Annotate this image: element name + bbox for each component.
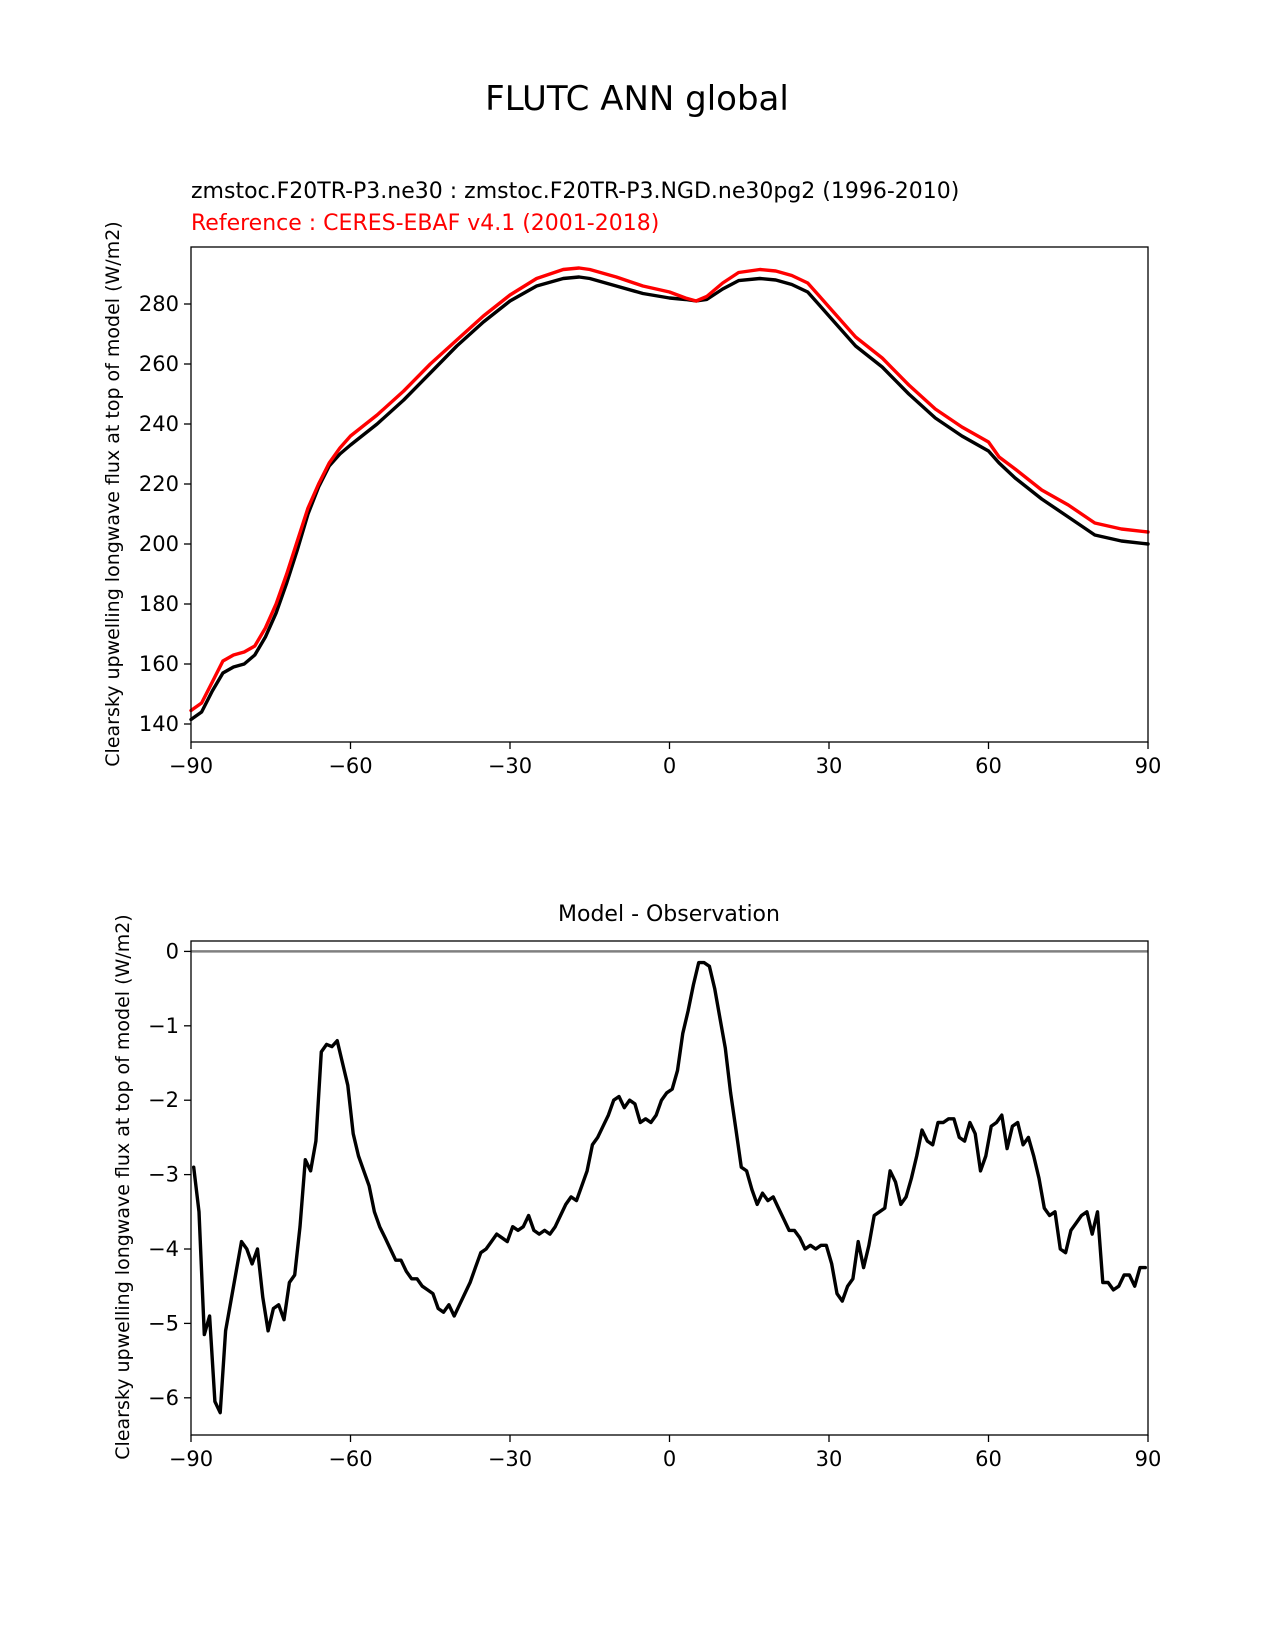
top-x-tick-label: −90 <box>169 754 213 778</box>
top-y-tick-label: 160 <box>139 652 179 676</box>
bottom-y-tick-label: −1 <box>148 1014 179 1038</box>
top-subtitle-test: zmstoc.F20TR-P3.ne30 : zmstoc.F20TR-P3.N… <box>191 179 959 204</box>
top-subtitle-reference: Reference : CERES-EBAF v4.1 (2001-2018) <box>191 211 659 236</box>
top-y-tick-label: 260 <box>139 352 179 376</box>
top-y-tick-label: 180 <box>139 592 179 616</box>
bottom-x-tick-label: 60 <box>975 1447 1002 1471</box>
bottom-x-tick-label: 0 <box>663 1447 676 1471</box>
top-x-tick-label: 0 <box>663 754 676 778</box>
bottom-plot-area: −90 −60 −30 0 30 60 90 0 −1 −2 −3 −4 −5 −6 <box>148 939 1161 1471</box>
bottom-y-tick-label: −4 <box>148 1237 179 1261</box>
top-y-axis-label: Clearsky upwelling longwave flux at top … <box>102 221 124 766</box>
top-x-tick-label: −60 <box>328 754 372 778</box>
top-y-tick-label: 220 <box>139 472 179 496</box>
top-x-tick-label: 30 <box>816 754 843 778</box>
bottom-series-difference <box>191 960 1148 1415</box>
bottom-axes-frame <box>190 940 1149 1436</box>
bottom-x-tick-label: 30 <box>816 1447 843 1471</box>
bottom-y-tick-label: −6 <box>148 1386 179 1410</box>
top-series-test <box>189 275 1150 722</box>
bottom-y-tick-label: 0 <box>166 939 179 963</box>
figure-title: FLUTC ANN global <box>485 79 789 119</box>
top-y-tick-label: 280 <box>139 292 179 316</box>
top-panel: zmstoc.F20TR-P3.ne30 : zmstoc.F20TR-P3.N… <box>102 179 1161 778</box>
top-x-tick-label: 60 <box>975 754 1002 778</box>
bottom-y-tick-label: −5 <box>148 1311 179 1335</box>
bottom-x-tick-label: −90 <box>169 1447 213 1471</box>
top-x-tick-label: 90 <box>1135 754 1162 778</box>
top-y-tick-label: 140 <box>139 712 179 736</box>
top-y-tick-label: 240 <box>139 412 179 436</box>
bottom-x-tick-label: −60 <box>328 1447 372 1471</box>
top-axes-frame <box>190 246 1149 743</box>
top-plot-area: −90 −60 −30 0 30 60 90 140 160 180 200 220 240 260 280 <box>139 246 1162 778</box>
bottom-panel: Model - Observation Clearsky upwelling l… <box>112 902 1161 1471</box>
bottom-y-axis-label: Clearsky upwelling longwave flux at top … <box>112 914 134 1459</box>
top-y-tick-label: 200 <box>139 532 179 556</box>
top-series-reference <box>189 266 1150 713</box>
bottom-x-tick-label: −30 <box>488 1447 532 1471</box>
top-x-tick-label: −30 <box>488 754 532 778</box>
bottom-title: Model - Observation <box>558 902 780 927</box>
bottom-x-tick-label: 90 <box>1135 1447 1162 1471</box>
bottom-y-tick-label: −3 <box>148 1163 179 1187</box>
bottom-y-tick-label: −2 <box>148 1088 179 1112</box>
